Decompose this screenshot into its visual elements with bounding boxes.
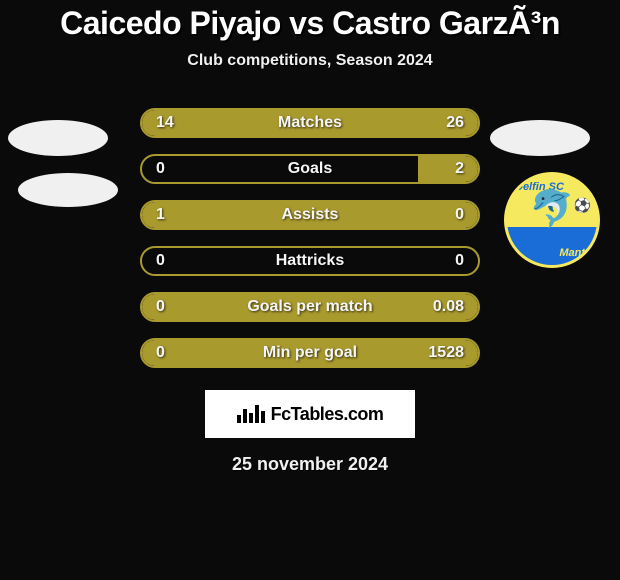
stat-bar-track: 14Matches26 xyxy=(140,108,480,138)
stat-value-left: 14 xyxy=(156,114,174,132)
date-line: 25 november 2024 xyxy=(10,454,610,475)
stat-value-right: 0 xyxy=(455,206,464,224)
stat-value-right: 0 xyxy=(455,252,464,270)
stat-value-left: 1 xyxy=(156,206,165,224)
stat-label: Assists xyxy=(142,206,478,224)
stat-value-right: 0.08 xyxy=(433,298,464,316)
stat-row: 0Goals2 xyxy=(10,146,610,192)
comparison-card: Caicedo Piyajo vs Castro GarzÃ³n Club co… xyxy=(0,0,620,480)
stat-bar-track: 1Assists0 xyxy=(140,200,480,230)
stat-label: Goals per match xyxy=(142,298,478,316)
stat-value-right: 1528 xyxy=(428,344,464,362)
brand-text: FcTables.com xyxy=(271,404,384,425)
stat-row: 0Hattricks0 xyxy=(10,238,610,284)
stat-label: Goals xyxy=(142,160,478,178)
stat-value-right: 26 xyxy=(446,114,464,132)
page-title: Caicedo Piyajo vs Castro GarzÃ³n xyxy=(10,5,610,42)
stats-area: 14Matches260Goals21Assists00Hattricks00G… xyxy=(10,100,610,376)
stat-value-left: 0 xyxy=(156,298,165,316)
brand-chart-icon xyxy=(237,405,265,423)
stat-value-left: 0 xyxy=(156,252,165,270)
stat-label: Hattricks xyxy=(142,252,478,270)
stat-value-right: 2 xyxy=(455,160,464,178)
brand-box[interactable]: FcTables.com xyxy=(205,390,415,438)
stat-row: 1Assists0 xyxy=(10,192,610,238)
stat-value-left: 0 xyxy=(156,160,165,178)
stat-row: 14Matches26 xyxy=(10,100,610,146)
stat-bar-track: 0Goals2 xyxy=(140,154,480,184)
stat-bar-track: 0Goals per match0.08 xyxy=(140,292,480,322)
stat-label: Matches xyxy=(142,114,478,132)
stat-row: 0Min per goal1528 xyxy=(10,330,610,376)
stat-row: 0Goals per match0.08 xyxy=(10,284,610,330)
stat-bar-track: 0Min per goal1528 xyxy=(140,338,480,368)
stat-bar-track: 0Hattricks0 xyxy=(140,246,480,276)
subtitle: Club competitions, Season 2024 xyxy=(10,52,610,70)
stat-value-left: 0 xyxy=(156,344,165,362)
